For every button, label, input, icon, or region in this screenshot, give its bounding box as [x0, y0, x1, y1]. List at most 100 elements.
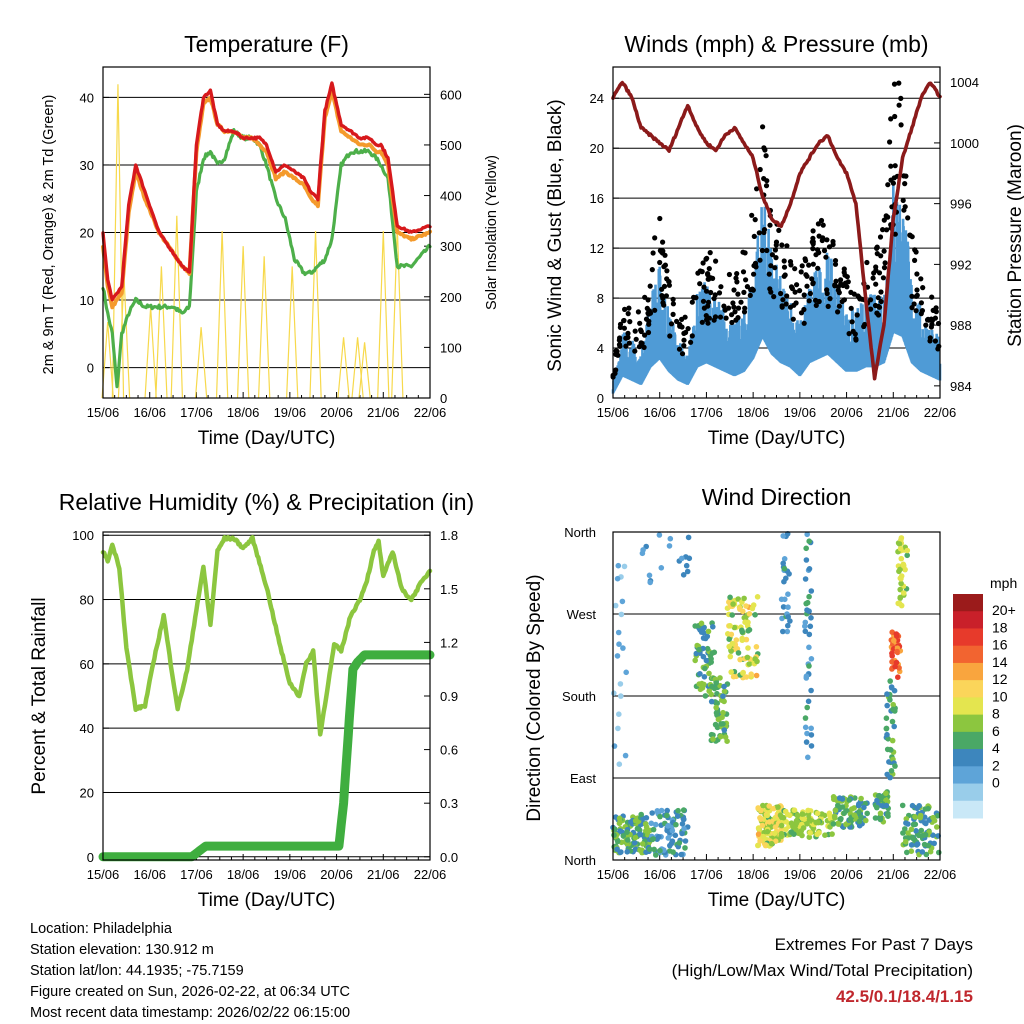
gust-dot	[798, 269, 804, 275]
direction-dot	[816, 830, 822, 836]
gust-dot	[810, 241, 816, 247]
gust-dot	[638, 328, 644, 335]
y-tick-label: 100	[72, 528, 94, 543]
gust-dot	[909, 293, 915, 299]
direction-dot	[620, 833, 627, 839]
gust-dot	[757, 257, 763, 263]
y2-tick-label: 0.3	[440, 796, 458, 811]
direction-dot	[657, 813, 663, 820]
direction-dot	[808, 725, 814, 732]
direction-dot	[888, 768, 895, 774]
direction-dot	[896, 600, 903, 607]
direction-dot	[808, 687, 814, 694]
gust-dot	[641, 344, 647, 350]
gust-dot	[913, 293, 919, 299]
direction-dot	[697, 671, 703, 677]
direction-dot	[918, 827, 925, 834]
direction-dot	[802, 576, 809, 582]
y2-tick-label: 300	[440, 239, 462, 254]
x-tick-label: 17/06	[690, 405, 723, 420]
gust-dot	[783, 301, 789, 307]
direction-dot	[888, 747, 894, 753]
colorbar-swatch	[953, 749, 983, 767]
direction-dot	[624, 837, 631, 843]
gust-dot	[880, 227, 886, 233]
gust-dot	[933, 305, 939, 311]
direction-dot	[753, 644, 760, 650]
direction-dot	[858, 795, 864, 802]
solar-pulse	[215, 230, 229, 399]
direction-dot	[780, 560, 786, 567]
direction-dot	[670, 849, 676, 855]
gust-dot	[650, 250, 656, 256]
x-tick-label: 22/06	[924, 867, 957, 882]
direction-dot	[794, 812, 801, 818]
x-tick-label: 15/06	[87, 867, 120, 882]
direction-dot	[930, 832, 936, 838]
direction-dot	[806, 593, 812, 600]
gust-dot	[721, 303, 727, 309]
x-tick-label: 15/06	[87, 405, 120, 420]
gust-dot	[771, 294, 777, 300]
y2-tick-label: 0	[440, 391, 447, 406]
gust-dot	[638, 340, 644, 346]
plot-border	[102, 531, 431, 861]
gust-dot	[717, 314, 724, 320]
gust-dot	[697, 281, 703, 287]
direction-dot	[745, 628, 751, 634]
gust-dot	[613, 351, 619, 357]
y-tick-label: 20	[590, 141, 604, 156]
direction-dot	[735, 596, 741, 602]
gust-dot	[907, 232, 913, 238]
x-tick-label: 16/06	[643, 867, 676, 882]
direction-dot	[766, 819, 773, 825]
x-tick-label: 19/06	[274, 867, 307, 882]
gust-dot	[815, 221, 822, 227]
gust-dot	[660, 300, 666, 306]
direction-dot	[680, 816, 687, 822]
gust-dot	[918, 300, 925, 306]
gust-dot	[903, 173, 909, 179]
solar-pulse	[155, 266, 168, 399]
direction-dot	[917, 814, 924, 821]
x-tick-label: 20/06	[320, 405, 353, 420]
direction-dot	[858, 814, 864, 820]
gust-dot	[616, 342, 623, 348]
temp-9m-line	[101, 88, 432, 310]
direction-dot	[744, 654, 751, 661]
colorbar-swatch	[953, 594, 983, 612]
direction-dot	[730, 601, 736, 607]
y2-tick-label: 988	[950, 318, 972, 333]
gust-dot	[810, 235, 816, 241]
direction-dot	[752, 612, 758, 618]
direction-dot	[742, 619, 748, 625]
direction-dot	[755, 842, 761, 849]
direction-dot	[727, 623, 733, 629]
x-tick-label: 18/06	[227, 867, 260, 882]
elevation-text: Station elevation: 130.912 m	[30, 942, 214, 958]
direction-dot	[759, 822, 766, 829]
gust-dot	[806, 262, 812, 268]
x-axis-label: Time (Day/UTC)	[198, 890, 336, 911]
gust-dot	[846, 331, 852, 337]
gust-dot	[744, 284, 751, 290]
gust-dot	[816, 233, 822, 239]
gust-dot	[816, 298, 822, 305]
direction-dot	[872, 815, 879, 821]
gust-dot	[839, 298, 845, 305]
direction-dot	[894, 648, 900, 655]
colorbar-swatch	[953, 783, 983, 802]
gust-dot	[695, 270, 701, 276]
direction-dot	[900, 590, 907, 596]
direction-dot	[632, 846, 639, 852]
direction-dot	[632, 818, 639, 824]
colorbar-swatch	[953, 697, 983, 716]
direction-dot	[806, 566, 813, 572]
direction-dot	[785, 614, 791, 620]
gust-dot	[888, 177, 894, 183]
direction-dot	[699, 680, 705, 687]
direction-dot	[784, 628, 791, 635]
gust-dot	[626, 305, 632, 311]
direction-dot	[925, 842, 932, 849]
gust-dot	[681, 343, 687, 349]
